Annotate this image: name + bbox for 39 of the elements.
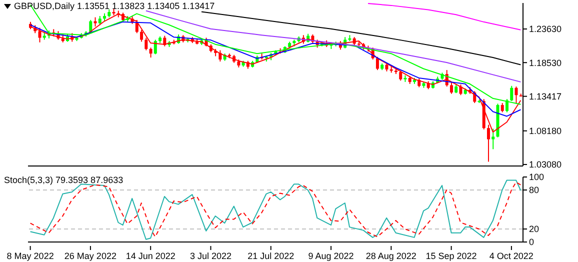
chart-title: GBPUSD,Daily 1.13551 1.13823 1.13405 1.13417 [14, 1, 215, 11]
candlestick [135, 19, 138, 34]
line-series [145, 10, 522, 82]
candlestick [514, 86, 518, 104]
y-tick-label: 0 [529, 237, 534, 248]
candlestick [510, 85, 514, 102]
x-tick-label: 26 May 2022 [64, 251, 116, 261]
x-tick-label: 28 Aug 2022 [366, 251, 416, 261]
y-tick-label: 1.08180 [529, 126, 562, 136]
candlestick [38, 27, 42, 43]
y-tick-label: 1.03080 [529, 160, 562, 170]
candlestick [154, 39, 157, 55]
candlestick [376, 56, 379, 71]
candlestick [500, 102, 504, 113]
line-series [30, 21, 522, 117]
candlestick [98, 15, 102, 26]
y-tick-label: 1.23630 [529, 24, 562, 34]
x-tick-label: 8 May 2022 [6, 251, 54, 261]
x-tick-label: 4 Oct 2022 [489, 251, 534, 261]
y-tick-label: 20 [529, 224, 540, 234]
candlestick [140, 29, 144, 42]
line-series [368, 3, 522, 30]
candlestick [450, 81, 453, 94]
candlestick [459, 84, 462, 96]
x-tick-label: 9 Aug 2022 [308, 251, 354, 261]
line-series [200, 11, 522, 66]
y-tick-label: 100 [529, 172, 544, 182]
x-tick-label: 3 Jul 2022 [190, 251, 232, 261]
x-tick-label: 21 Jul 2022 [248, 251, 294, 261]
y-tick-label: 80 [529, 185, 540, 196]
x-tick-label: 14 Jun 2022 [126, 251, 176, 261]
x-tick-label: 15 Sep 2022 [426, 251, 477, 261]
candlestick [149, 47, 152, 58]
y-tick-label: 1.18530 [529, 58, 562, 68]
candlestick [492, 128, 495, 150]
candlestick [399, 70, 402, 82]
candlestick [144, 37, 148, 51]
chart-title: Stoch(5,3,3) 79.3593 87.9633 [4, 175, 124, 185]
y-tick-label: 1.13417 [529, 92, 562, 102]
